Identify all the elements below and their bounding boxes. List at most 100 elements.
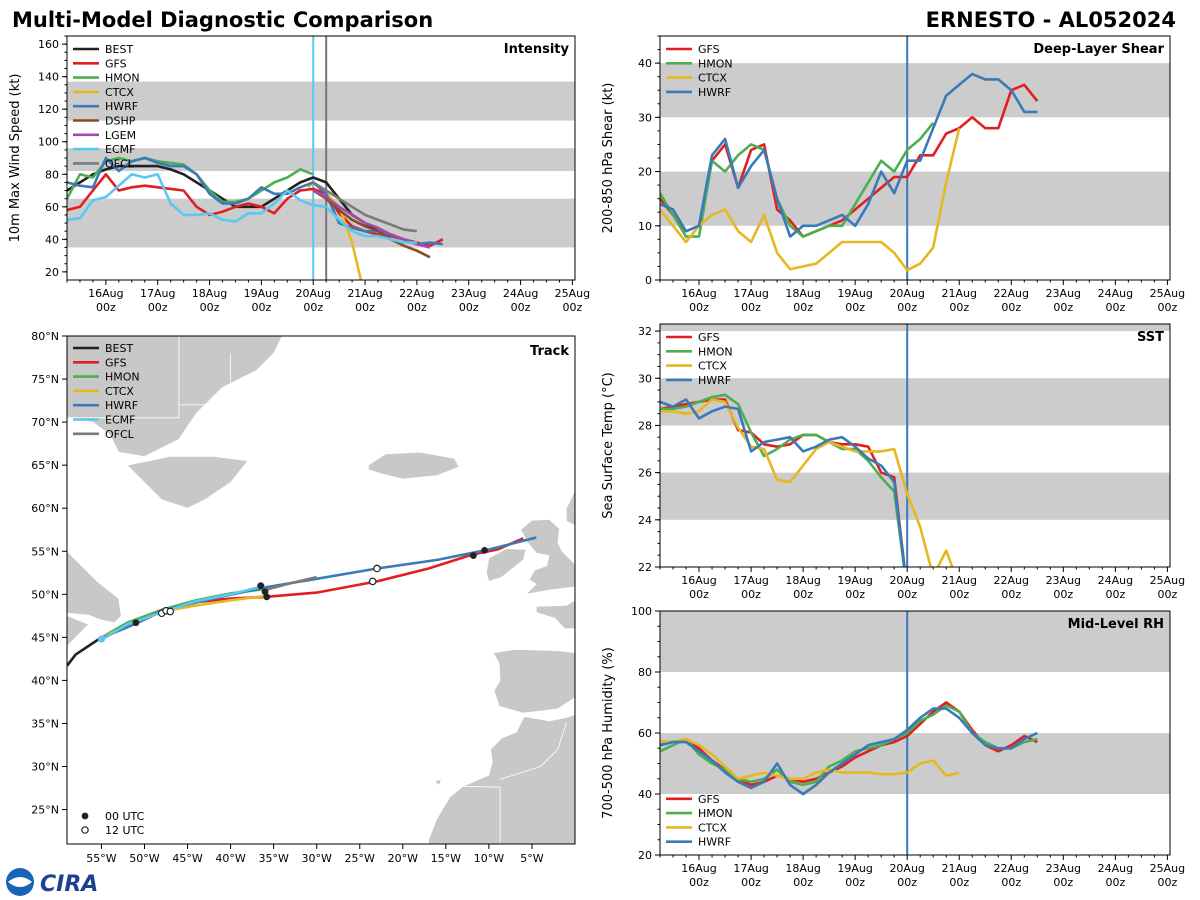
sst-xtick-label-day-7: 23Aug [1046, 574, 1081, 587]
shear-xtick-label-hour-2: 00z [793, 301, 813, 314]
sst-xtick-label-hour-8: 00z [1105, 588, 1125, 601]
intensity-legend-label-hmon: HMON [105, 72, 140, 85]
track-xtick-label-3: 40°W [215, 852, 245, 865]
intensity-legend-label-gfs: GFS [105, 57, 127, 70]
rh-series-hwrf [660, 707, 1038, 796]
rh-band-1 [660, 611, 1170, 672]
track-series-ofcl [264, 575, 317, 592]
sst-xtick-label-hour-2: 00z [793, 588, 813, 601]
intensity-ytick-label-0: 20 [45, 266, 59, 279]
track-legend-label-ecmf: ECMF [105, 414, 135, 427]
rh-series-ctcx [660, 737, 960, 781]
landmass-iberia [492, 649, 575, 714]
intensity-legend-label-dshp: DSHP [105, 115, 136, 128]
intensity-xtick-label-hour-0: 00z [96, 301, 116, 314]
shear-ytick-label-2: 20 [638, 166, 652, 179]
track-map-area [67, 336, 575, 844]
shear-legend-label-hwrf: HWRF [698, 86, 731, 99]
rh-ytick-label-2: 60 [638, 727, 652, 740]
intensity-series-ecmf [67, 173, 417, 244]
intensity-xtick-label-day-6: 22Aug [399, 287, 434, 300]
intensity-xtick-label-hour-6: 00z [407, 301, 427, 314]
landmass-newfoundland [67, 550, 122, 624]
sst-xtick-label-hour-0: 00z [689, 588, 709, 601]
track-point-00utc-3 [263, 593, 271, 601]
track-ytick-label-3: 40°N [31, 674, 59, 687]
intensity-ytick-label-7: 160 [38, 38, 59, 51]
noaa-wave-icon [8, 877, 32, 887]
rh-xtick-label-hour-5: 00z [949, 876, 969, 889]
sst-plot-area [660, 324, 954, 567]
track-legend-label-best: BEST [105, 342, 133, 355]
intensity-xtick-label-hour-5: 00z [355, 301, 375, 314]
sst-xtick-label-day-4: 20Aug [889, 574, 924, 587]
sst-xtick-label-day-6: 22Aug [994, 574, 1029, 587]
shear-band-0 [660, 171, 1170, 226]
shear-xtick-label-hour-7: 00z [1053, 301, 1073, 314]
shear-ytick-label-1: 10 [638, 220, 652, 233]
intensity-xtick-label-hour-9: 00z [563, 301, 583, 314]
track-legend-label-ofcl: OFCL [105, 428, 135, 441]
shear-xtick-label-hour-6: 00z [1001, 301, 1021, 314]
rh-xtick-label-day-7: 23Aug [1046, 862, 1081, 875]
track-series-ecmf [100, 584, 266, 642]
shear-xtick-label-day-3: 19Aug [837, 287, 872, 300]
sst-xtick-label-day-9: 25Aug [1150, 574, 1185, 587]
sst-frame [659, 323, 1171, 568]
sst-xtick-label-day-0: 16Aug [681, 574, 716, 587]
shear-legend-label-gfs: GFS [698, 43, 720, 56]
landmass-norway-edge [566, 336, 575, 526]
rh-xtick-label-day-0: 16Aug [681, 862, 716, 875]
landmass-nova-scotia [67, 615, 90, 647]
rh-ytick-label-4: 100 [631, 605, 652, 618]
sst-legend-label-hwrf: HWRF [698, 374, 731, 387]
rh-xtick-label-day-1: 17Aug [733, 862, 768, 875]
intensity-series-ofcl [312, 181, 418, 233]
rh-xtick-label-hour-7: 00z [1053, 876, 1073, 889]
shear-panel: 16Aug00z17Aug00z18Aug00z19Aug00z20Aug00z… [601, 35, 1185, 314]
shear-ytick-label-0: 0 [645, 274, 652, 287]
track-panel: 55°W 50°W 45°W 40°W 35°W 30°W 25°W 20°W 15°W 10°W… [31, 330, 576, 865]
sst-ytick-label-1: 24 [638, 514, 652, 527]
track-ytick-label-9: 70°N [31, 416, 59, 429]
sst-xtick-label-hour-4: 00z [897, 588, 917, 601]
intensity-xtick-label-day-2: 18Aug [192, 287, 227, 300]
intensity-legend-label-best: BEST [105, 43, 133, 56]
legend-12utc-label: 12 UTC [105, 824, 145, 837]
shear-xtick-label-hour-8: 00z [1105, 301, 1125, 314]
track-point-12utc-4 [373, 564, 381, 573]
rh-ytick-label-3: 80 [638, 666, 652, 679]
intensity-series-dshp [312, 189, 431, 259]
sst-panel: 16Aug00z17Aug00z18Aug00z19Aug00z20Aug00z… [601, 323, 1185, 601]
rh-xtick-label-day-3: 19Aug [837, 862, 872, 875]
track-point-00utc-5 [481, 546, 488, 554]
rh-xtick-label-day-9: 25Aug [1150, 862, 1185, 875]
intensity-legend-label-hwrf: HWRF [105, 100, 138, 113]
cira-logo-text: CIRA [40, 872, 98, 897]
rh-xtick-label-hour-1: 00z [741, 876, 761, 889]
intensity-ylabel: 10m Max Wind Speed (kt) [8, 74, 23, 243]
rh-legend-label-hwrf: HWRF [698, 836, 731, 849]
shear-xtick-label-day-6: 22Aug [994, 287, 1029, 300]
rh-xtick-label-day-5: 21Aug [941, 862, 976, 875]
track-series-gfs [100, 537, 524, 639]
shear-xtick-label-day-9: 25Aug [1150, 287, 1185, 300]
sst-xtick-label-day-5: 21Aug [941, 574, 976, 587]
track-ytick-label-5: 50°N [31, 588, 59, 601]
landmass-greenland-south [126, 456, 249, 509]
track-xtick-label-5: 30°W [302, 852, 332, 865]
landmass-ireland [485, 548, 527, 582]
rh-xtick-label-day-4: 20Aug [889, 862, 924, 875]
rh-xtick-label-hour-9: 00z [1158, 876, 1178, 889]
sst-panel-title: SST [1137, 330, 1164, 345]
track-point-ecmf-0 [97, 635, 106, 643]
shear-xtick-label-day-4: 20Aug [889, 287, 924, 300]
rh-xtick-label-hour-4: 00z [897, 876, 917, 889]
shear-series-ctcx [660, 127, 961, 272]
landmass-france [535, 599, 575, 630]
rh-legend-label-gfs: GFS [698, 793, 720, 806]
rh-xtick-label-hour-0: 00z [689, 876, 709, 889]
shear-xtick-label-day-0: 16Aug [681, 287, 716, 300]
rh-band-0 [660, 733, 1170, 794]
intensity-xtick-label-hour-4: 00z [303, 301, 323, 314]
